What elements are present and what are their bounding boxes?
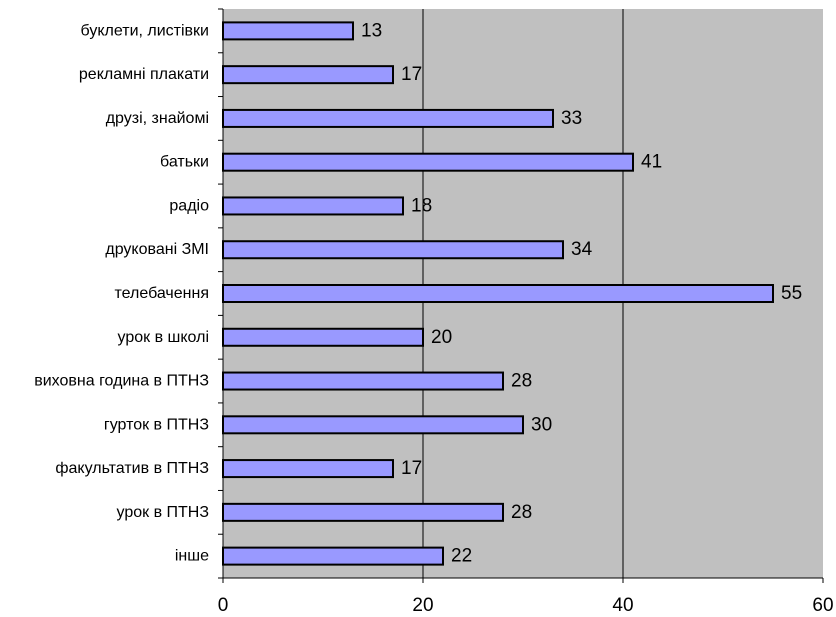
value-label: 28: [511, 371, 532, 392]
value-labels: 13 17 33 41 18 34 55 20 28 30 17 28 22: [361, 20, 802, 566]
bars: [222, 21, 774, 566]
x-tick-label: 40: [612, 595, 633, 616]
bar: [222, 21, 354, 41]
category-label: друковані ЗМІ: [105, 241, 209, 258]
value-label: 30: [531, 414, 552, 435]
category-labels: буклети, листівки рекламні плакати друзі, …: [34, 22, 209, 564]
bar: [222, 240, 564, 260]
value-label: 55: [781, 283, 802, 304]
bar: [222, 415, 524, 435]
value-label: 22: [451, 546, 472, 567]
value-label: 34: [571, 239, 593, 260]
bar: [222, 65, 394, 85]
bar: [222, 108, 554, 128]
bar: [222, 546, 444, 566]
category-label: телебачення: [115, 285, 209, 302]
category-label: батьки: [160, 154, 209, 171]
category-label: виховна година в ПТНЗ: [34, 373, 209, 390]
category-label: інше: [175, 548, 209, 565]
value-label: 28: [511, 502, 532, 523]
bar: [222, 152, 634, 172]
category-label: факультатив в ПТНЗ: [55, 460, 209, 477]
bar: [222, 371, 504, 391]
category-label: рекламні плакати: [79, 66, 209, 83]
category-label: урок в школі: [118, 329, 209, 346]
value-label: 17: [401, 64, 422, 85]
category-label: урок в ПТНЗ: [117, 504, 210, 521]
bar: [222, 284, 774, 303]
bar: [222, 502, 504, 522]
category-label: гурток в ПТНЗ: [104, 416, 209, 433]
bar: [222, 196, 404, 216]
x-tick-label: 0: [218, 595, 229, 616]
category-label: друзі, знайомі: [106, 110, 209, 127]
x-tick-labels: 0 20 40 60: [218, 595, 834, 616]
bar: [222, 327, 424, 347]
value-label: 41: [641, 152, 662, 173]
y-tick-marks: [218, 8, 223, 579]
value-label: 13: [361, 20, 382, 41]
value-label: 20: [431, 327, 452, 348]
category-label: буклети, листівки: [81, 22, 209, 39]
value-label: 33: [561, 108, 582, 129]
x-tick-label: 60: [812, 595, 833, 616]
x-tick-label: 20: [412, 595, 433, 616]
value-label: 17: [401, 458, 422, 479]
x-tick-marks: [222, 578, 824, 583]
value-label: 18: [411, 195, 432, 216]
bar: [222, 459, 394, 479]
category-label: радіо: [169, 197, 209, 214]
